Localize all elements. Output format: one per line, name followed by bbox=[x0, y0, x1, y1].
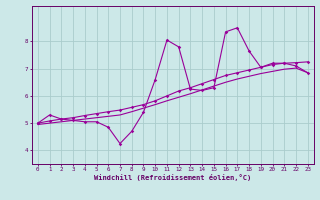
X-axis label: Windchill (Refroidissement éolien,°C): Windchill (Refroidissement éolien,°C) bbox=[94, 174, 252, 181]
